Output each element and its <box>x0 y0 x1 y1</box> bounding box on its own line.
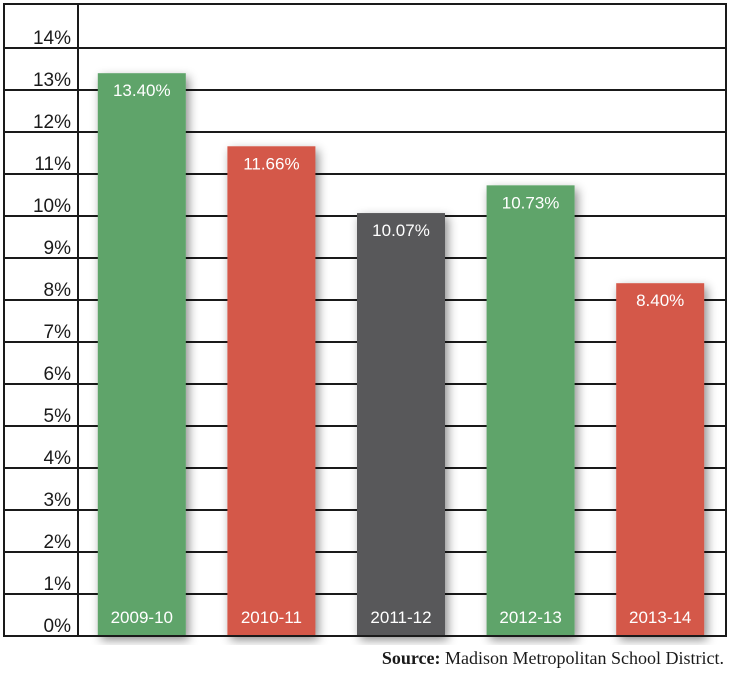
y-tick-label: 10% <box>33 196 71 217</box>
bar-group: 11.66% 2010-11 <box>227 146 316 636</box>
bar-value-label: 13.40% <box>113 81 171 100</box>
y-tick-label: 7% <box>44 322 72 343</box>
bar-group: 13.40% 2009-10 <box>97 73 186 636</box>
y-tick-label: 8% <box>44 280 72 301</box>
y-tick-label: 9% <box>44 238 72 259</box>
y-tick-label: 0% <box>44 616 72 637</box>
source-note: Source: Madison Metropolitan School Dist… <box>382 648 724 669</box>
bar-value-label: 10.73% <box>502 193 560 212</box>
bar <box>227 146 316 636</box>
y-tick-label: 3% <box>44 490 72 511</box>
y-tick-label: 2% <box>44 532 72 553</box>
bar <box>486 185 575 636</box>
x-category-label: 2012-13 <box>499 608 561 627</box>
source-text: Madison Metropolitan School District. <box>440 648 724 668</box>
source-label: Source: <box>381 648 441 668</box>
x-category-label: 2011-12 <box>370 608 431 627</box>
bars: 13.40%2009-1011.66%2010-1110.07%2011-121… <box>97 73 705 636</box>
y-tick-label: 11% <box>34 154 71 175</box>
bar <box>357 213 445 636</box>
y-axis-tick-labels: 0% 1% 2% 3% 4% 5% 6% 7% 8% 9% 10% 11% 12% 13% 14% <box>33 28 71 637</box>
bar <box>616 283 705 636</box>
y-tick-label: 1% <box>44 574 72 595</box>
y-tick-label: 14% <box>33 28 71 49</box>
bar-value-label: 11.66% <box>243 154 299 173</box>
x-category-label: 2013-14 <box>629 608 691 627</box>
plot-frame <box>3 3 727 637</box>
x-category-label: 2010-11 <box>241 608 302 627</box>
y-tick-label: 5% <box>44 406 72 427</box>
y-tick-label: 6% <box>44 364 72 385</box>
bar-group: 10.07% 2011-12 <box>357 213 445 636</box>
bar-value-label: 8.40% <box>636 291 684 310</box>
y-tick-label: 12% <box>33 112 71 133</box>
bar-group: 10.73% 2012-13 <box>486 185 575 636</box>
y-tick-label: 4% <box>44 448 72 469</box>
bar-value-label: 10.07% <box>372 221 430 240</box>
x-category-label: 2009-10 <box>111 608 173 627</box>
bar-group: 8.40% 2013-14 <box>616 283 705 636</box>
bar <box>97 73 186 636</box>
y-tick-label: 13% <box>33 70 71 91</box>
bar-chart: 0% 1% 2% 3% 4% 5% 6% 7% 8% 9% 10% 11% 12% 13% 14% 13.4… <box>3 3 727 637</box>
